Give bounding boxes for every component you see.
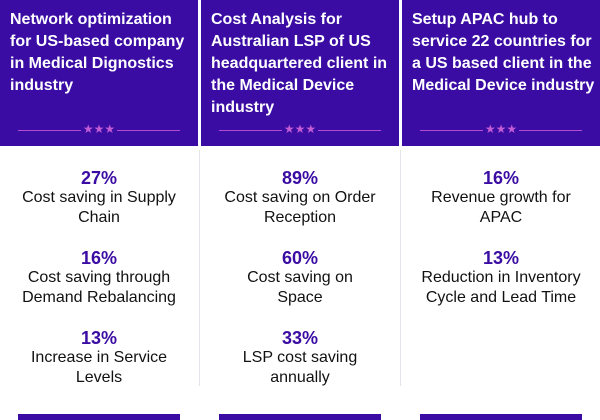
column-divider (199, 150, 200, 386)
stat-item: 13% Reduction in Inventory Cycle and Lea… (402, 248, 600, 308)
card-title: Setup APAC hub to service 22 countries f… (412, 11, 595, 94)
case-card-apac-hub: Setup APAC hub to service 22 countries f… (402, 0, 600, 420)
stat-label: Cost saving on Space (247, 269, 353, 306)
stars-icon: ★★★ (80, 121, 118, 137)
stat-value: 13% (80, 328, 118, 348)
bottom-accent-bar (420, 414, 582, 420)
card-header: Cost Analysis for Australian LSP of US h… (201, 0, 399, 146)
stat-value: 60% (281, 248, 319, 268)
stat-value: 27% (80, 168, 118, 188)
card-header: Setup APAC hub to service 22 countries f… (402, 0, 600, 146)
stat-item: 89% Cost saving on Order Reception (201, 168, 399, 228)
stat-item: 16% Revenue growth for APAC (402, 168, 600, 228)
stat-item: 13% Increase in Service Levels (0, 328, 198, 388)
stat-label: Reduction in Inventory Cycle and Lead Ti… (421, 269, 581, 306)
card-title: Network optimization for US-based compan… (10, 11, 185, 94)
stat-label: Cost saving through Demand Rebalancing (22, 269, 176, 306)
stat-value: 16% (80, 248, 118, 268)
stars-icon: ★★★ (482, 121, 520, 137)
stat-item: 27% Cost saving in Supply Chain (0, 168, 198, 228)
stat-label: Cost saving in Supply Chain (22, 189, 176, 226)
case-card-network-optimization: Network optimization for US-based compan… (0, 0, 198, 420)
bottom-accent-bar (18, 414, 180, 420)
stat-label: LSP cost saving annually (242, 349, 358, 386)
stat-value: 13% (482, 248, 520, 268)
stat-label: Cost saving on Order Reception (224, 189, 376, 226)
stat-value: 16% (482, 168, 520, 188)
case-card-cost-analysis: Cost Analysis for Australian LSP of US h… (201, 0, 399, 420)
stat-value: 89% (281, 168, 319, 188)
stat-item: 33% LSP cost saving annually (201, 328, 399, 388)
stat-value: 33% (281, 328, 319, 348)
stat-label: Revenue growth for APAC (431, 189, 571, 226)
bottom-accent-bar (219, 414, 381, 420)
stars-icon: ★★★ (281, 121, 319, 137)
stat-item: 16% Cost saving through Demand Rebalanci… (0, 248, 198, 308)
stat-label: Increase in Service Levels (30, 349, 168, 386)
card-title: Cost Analysis for Australian LSP of US h… (211, 11, 388, 116)
card-header: Network optimization for US-based compan… (0, 0, 198, 146)
stat-item: 60% Cost saving on Space (201, 248, 399, 308)
column-divider (400, 150, 401, 386)
